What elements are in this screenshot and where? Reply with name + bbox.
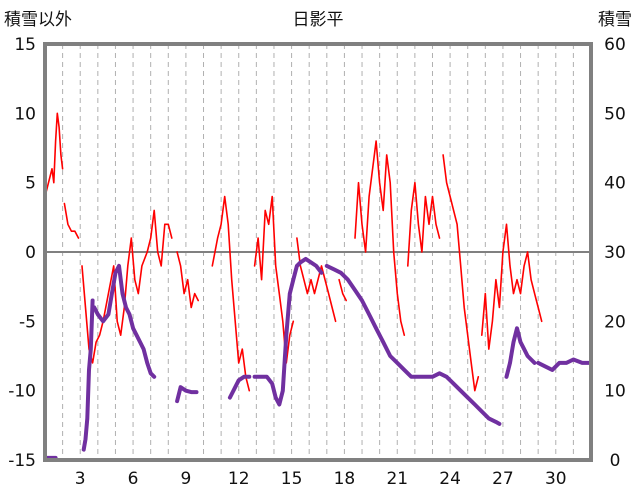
x-tick-label: 21: [386, 469, 408, 489]
snow-depth-line: [81, 298, 95, 452]
temperature-line: [211, 195, 251, 392]
temperature-line: [354, 140, 406, 337]
snow-depth-line: [504, 326, 537, 379]
y-right-tick-label: 50: [604, 104, 626, 124]
temperature-line: [81, 209, 173, 364]
temperature-line: [338, 278, 348, 302]
x-tick-label: 30: [545, 469, 567, 489]
y-left-tick-label: 10: [14, 104, 36, 124]
temperature-line: [253, 195, 295, 364]
x-tick-label: 24: [439, 469, 461, 489]
y-right-tick-label: 60: [604, 35, 626, 55]
plot-frame: [43, 42, 593, 462]
temperature-line: [406, 181, 441, 267]
y-left-tick-label: -10: [8, 382, 36, 402]
y-right-tick-label: 0: [610, 451, 621, 471]
temperature-line: [296, 237, 337, 323]
snow-depth-line: [324, 263, 502, 426]
y-left-tick-label: -15: [8, 451, 36, 471]
temperature-line: [44, 112, 64, 198]
y-right-tick-label: 40: [604, 174, 626, 194]
temperature-line: [63, 202, 80, 239]
snow-depth-line: [175, 385, 199, 404]
y-right-tick-label: 20: [604, 312, 626, 332]
snow-depth-line: [252, 256, 324, 407]
x-tick-label: 18: [334, 469, 356, 489]
chart-title: 日影平: [293, 10, 344, 30]
temperature-line: [442, 154, 480, 392]
x-tick-label: 9: [180, 469, 191, 489]
x-tick-label: 3: [75, 469, 86, 489]
snow-depth-line: [536, 357, 593, 372]
y-left-tick-label: 15: [14, 35, 36, 55]
snow-depth-line: [92, 263, 157, 379]
y-right-tick-label: 30: [604, 243, 626, 263]
temperature-line: [176, 251, 199, 309]
snow-depth-line: [227, 374, 252, 400]
y-left-tick-label: -5: [19, 312, 36, 332]
y-left-label: 積雪以外: [4, 10, 72, 30]
y-left-tick-label: 0: [25, 243, 36, 263]
x-tick-label: 27: [492, 469, 514, 489]
x-tick-label: 12: [228, 469, 250, 489]
y-right-tick-label: 10: [604, 382, 626, 402]
temperature-line: [480, 223, 543, 350]
y-left-tick-label: 5: [25, 174, 36, 194]
y-right-label: 積雪: [598, 10, 632, 30]
series-layer: [43, 112, 593, 460]
x-tick-label: 15: [281, 469, 303, 489]
x-tick-label: 6: [128, 469, 139, 489]
